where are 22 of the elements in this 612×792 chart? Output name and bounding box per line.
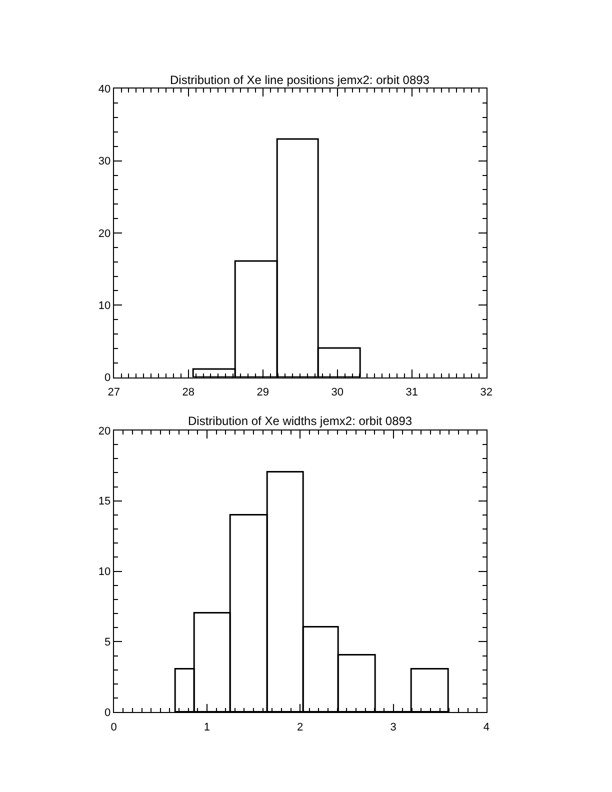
x-tick-label: 2 <box>297 721 304 734</box>
x-tick-label: 29 <box>256 386 269 398</box>
y-tick-label: 15 <box>98 496 111 508</box>
chart-title: Distribution of Xe line positions jemx2: orbit 0893 <box>170 73 430 87</box>
y-tick-label: 30 <box>98 156 111 168</box>
x-tick-label: 27 <box>108 386 120 398</box>
x-tick-label: 3 <box>390 721 396 734</box>
y-tick-label: 10 <box>98 300 111 312</box>
y-tick-label: 20 <box>98 425 111 438</box>
y-tick-label: 0 <box>104 706 111 719</box>
x-tick-label: 1 <box>204 721 210 734</box>
y-tick-label: 40 <box>98 84 111 96</box>
x-tick-label: 31 <box>406 386 418 398</box>
y-tick-label: 5 <box>104 636 111 649</box>
x-tick-label: 32 <box>480 386 493 398</box>
y-tick-label: 10 <box>98 566 111 578</box>
chart-title: Distribution of Xe widths jemx2: orbit 0893 <box>188 414 412 428</box>
y-tick-label: 0 <box>104 372 111 384</box>
x-tick-label: 4 <box>483 721 490 734</box>
x-tick-label: 30 <box>331 386 344 398</box>
y-tick-label: 20 <box>98 228 111 240</box>
x-tick-label: 28 <box>182 386 194 398</box>
